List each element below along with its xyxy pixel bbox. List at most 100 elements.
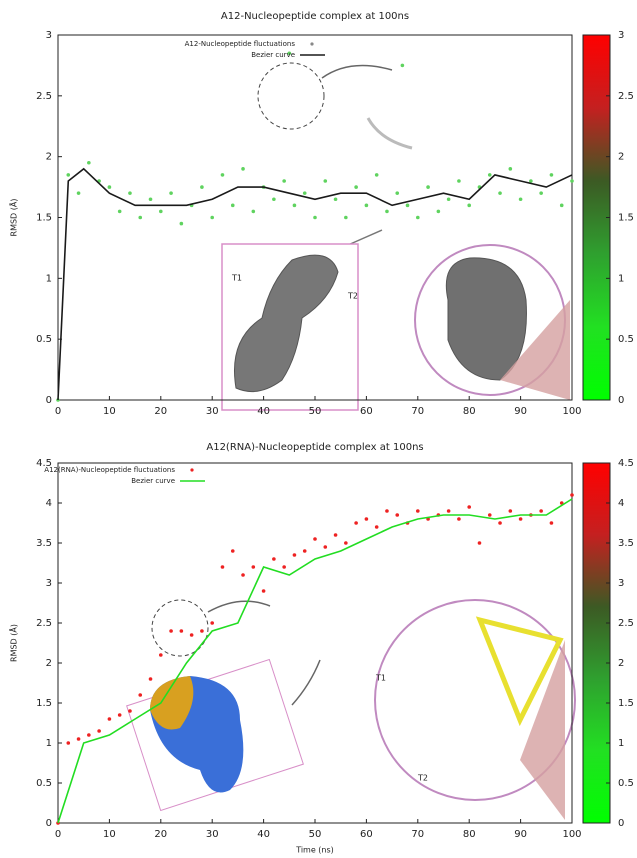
x-tick-label: 30 <box>206 406 219 417</box>
data-point <box>457 517 461 521</box>
x-tick-label: 70 <box>411 829 424 840</box>
data-point <box>231 204 235 208</box>
x-tick-label: 30 <box>206 829 219 840</box>
y-tick-label: 3 <box>46 30 52 41</box>
x-tick-label: 20 <box>154 829 167 840</box>
data-point <box>354 185 358 189</box>
data-point <box>293 553 297 557</box>
data-point <box>550 173 554 177</box>
x-tick-label: 60 <box>360 406 373 417</box>
x-tick-label: 40 <box>257 829 270 840</box>
data-point <box>180 629 184 633</box>
colorbar-tick-label: 3 <box>618 578 624 589</box>
data-point <box>395 513 399 517</box>
data-point <box>262 589 266 593</box>
data-point <box>200 629 204 633</box>
data-point <box>272 197 276 201</box>
data-point <box>138 216 142 220</box>
inset-decor <box>222 63 570 410</box>
data-point <box>416 509 420 513</box>
data-point <box>108 717 112 721</box>
x-axis-label: Time (ns) <box>295 846 334 855</box>
data-point <box>66 741 70 745</box>
y-tick-label: 4 <box>46 498 52 509</box>
data-point <box>231 549 235 553</box>
data-point <box>334 533 338 537</box>
data-point <box>241 167 245 171</box>
legend-label: A12-Nucleopeptide fluctuations <box>185 40 296 48</box>
y-axis-label: RMSD (Å) <box>8 624 19 662</box>
x-tick-label: 10 <box>103 406 116 417</box>
data-point <box>272 557 276 561</box>
data-point <box>221 173 225 177</box>
annotation: T2 <box>417 774 428 783</box>
data-point <box>97 729 101 733</box>
y-tick-label: 0.5 <box>36 334 52 345</box>
chart-title: A12-Nucleopeptide complex at 100ns <box>221 11 409 22</box>
data-point <box>313 537 317 541</box>
data-point <box>323 179 327 183</box>
data-point <box>570 179 574 183</box>
data-point <box>447 509 451 513</box>
data-point <box>303 191 307 195</box>
y-tick-label: 2 <box>46 152 52 163</box>
x-tick-label: 50 <box>309 406 322 417</box>
data-point <box>365 517 369 521</box>
data-point <box>498 191 502 195</box>
x-tick-label: 100 <box>562 829 581 840</box>
data-point <box>241 573 245 577</box>
y-tick-label: 1.5 <box>36 698 52 709</box>
legend-label: Bezier curve <box>251 51 295 59</box>
x-tick-label: 0 <box>55 829 61 840</box>
colorbar-tick-label: 2.5 <box>618 91 634 102</box>
data-point <box>180 222 184 226</box>
data-point <box>303 549 307 553</box>
figure: A12-Nucleopeptide complex at 100ns RMSD (… <box>0 0 637 858</box>
colorbar-tick-label: 1.5 <box>618 698 634 709</box>
annotation: T1 <box>375 674 386 683</box>
data-point <box>159 653 163 657</box>
colorbar-tick-label: 2 <box>618 152 624 163</box>
x-tick-label: 40 <box>257 406 270 417</box>
data-point <box>478 541 482 545</box>
data-point <box>323 545 327 549</box>
data-point <box>221 565 225 569</box>
colorbar-tick-label: 1 <box>618 738 624 749</box>
data-point <box>344 216 348 220</box>
data-point <box>519 197 523 201</box>
data-point <box>344 541 348 545</box>
data-point <box>118 713 122 717</box>
data-point <box>138 693 142 697</box>
data-point <box>529 179 533 183</box>
x-tick-label: 60 <box>360 829 373 840</box>
data-point <box>87 733 91 737</box>
y-tick-label: 2.5 <box>36 91 52 102</box>
colorbar-tick-label: 1 <box>618 273 624 284</box>
colorbar <box>583 35 610 400</box>
x-tick-label: 20 <box>154 406 167 417</box>
data-point <box>128 191 132 195</box>
colorbar-tick-label: 4.5 <box>618 458 634 469</box>
y-tick-label: 2 <box>46 658 52 669</box>
annotation: T1 <box>231 274 242 283</box>
y-tick-label: 1 <box>46 273 52 284</box>
colorbar-tick-label: 1.5 <box>618 213 634 224</box>
legend-label: Bezier curve <box>131 477 175 485</box>
data-point <box>570 493 574 497</box>
data-point <box>539 191 543 195</box>
data-point <box>437 210 441 214</box>
data-point <box>77 737 81 741</box>
colorbar-tick-label: 3.5 <box>618 538 634 549</box>
data-point <box>149 197 153 201</box>
data-point <box>467 204 471 208</box>
data-point <box>498 521 502 525</box>
x-tick-label: 80 <box>463 406 476 417</box>
data-point <box>149 677 153 681</box>
colorbar-tick-label: 3 <box>618 30 624 41</box>
x-tick-label: 100 <box>562 406 581 417</box>
y-tick-label: 0 <box>46 818 52 829</box>
data-point <box>406 204 410 208</box>
data-point <box>210 216 214 220</box>
data-point <box>77 191 81 195</box>
data-point <box>509 167 513 171</box>
